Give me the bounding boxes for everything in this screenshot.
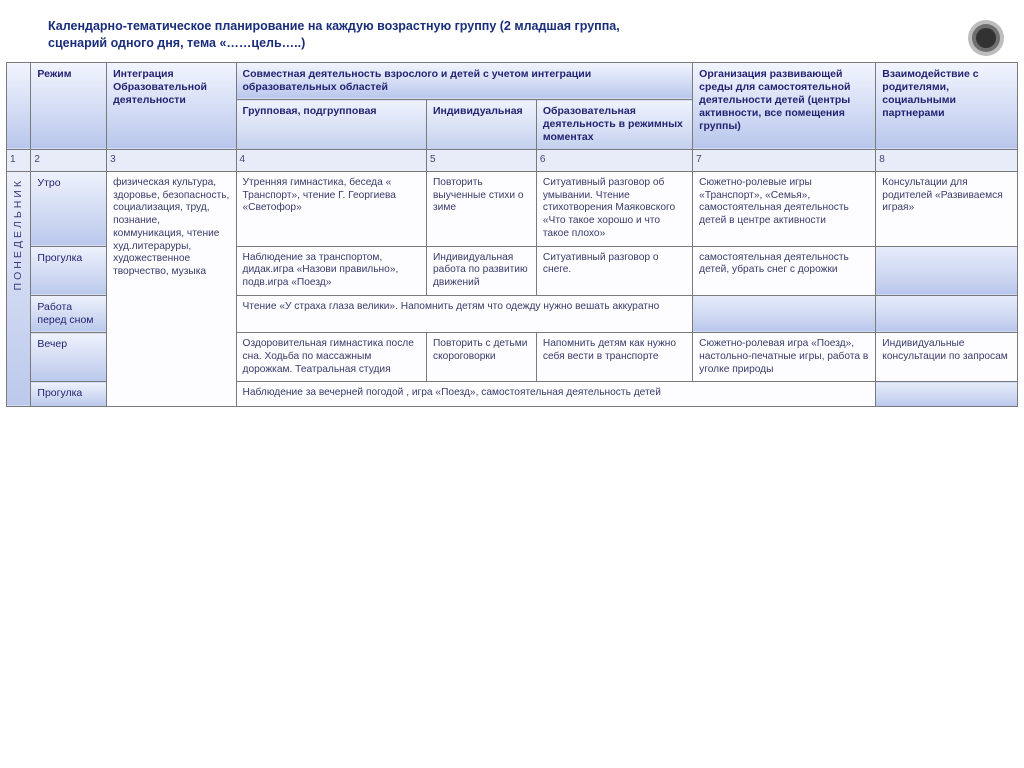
colnum-2: 2 <box>31 150 107 172</box>
colnum-3: 3 <box>107 150 236 172</box>
r4-group: Оздоровительная гимнастика после сна. Хо… <box>236 333 426 382</box>
r1-indiv: Повторить выученные стихи о зиме <box>426 171 536 246</box>
title-line-2: сценарий одного дня, тема «……цель…..) <box>48 35 1018 52</box>
r4-parents: Индивидуальные консультации по запросам <box>876 333 1018 382</box>
r2-indiv: Индивидуальная работа по развитию движен… <box>426 246 536 295</box>
r2-regmom: Ситуативный разговор о снеге. <box>536 246 692 295</box>
hdr-group: Групповая, подгрупповая <box>236 100 426 150</box>
r1-regmom: Ситуативный разговор об умывании. Чтение… <box>536 171 692 246</box>
slide-bullet-icon <box>976 28 996 48</box>
r4-indiv: Повторить с детьми скороговорки <box>426 333 536 382</box>
title-line-1: Календарно-тематическое планирование на … <box>48 18 1018 35</box>
r1-env: Сюжетно-ролевые игры «Транспорт», «Семья… <box>693 171 876 246</box>
hdr-regime: Режим <box>31 62 107 150</box>
page-title-block: Календарно-тематическое планирование на … <box>6 18 1018 52</box>
colnum-5: 5 <box>426 150 536 172</box>
hdr-blank <box>7 62 31 150</box>
r2-parents-empty <box>876 246 1018 295</box>
hdr-joint-activity: Совместная деятельность взрослого и дете… <box>236 62 693 99</box>
r3-env-empty <box>693 295 876 332</box>
r4-regmom: Напомнить детям как нужно себя вести в т… <box>536 333 692 382</box>
r1-group: Утренняя гимнастика, беседа « Транспорт»… <box>236 171 426 246</box>
regime-evening: Вечер <box>31 333 107 382</box>
r3-merged: Чтение «У страха глаза велики». Напомнит… <box>236 295 693 332</box>
hdr-environment: Организация развивающей среды для самост… <box>693 62 876 150</box>
colnum-7: 7 <box>693 150 876 172</box>
regime-morning: Утро <box>31 171 107 246</box>
r3-parents-empty <box>876 295 1018 332</box>
day-label: ПОНЕДЕЛЬНИК <box>12 178 25 290</box>
planning-table: Режим Интеграция Образовательной деятель… <box>6 62 1018 407</box>
r2-env: самостоятельная деятельность детей, убра… <box>693 246 876 295</box>
regime-before-sleep: Работа перед сном <box>31 295 107 332</box>
colnum-6: 6 <box>536 150 692 172</box>
r5-merged: Наблюдение за вечерней погодой , игра «П… <box>236 382 876 406</box>
day-cell: ПОНЕДЕЛЬНИК <box>7 171 31 406</box>
regime-walk1: Прогулка <box>31 246 107 295</box>
r2-group: Наблюдение за транспортом, дидак.игра «Н… <box>236 246 426 295</box>
colnum-4: 4 <box>236 150 426 172</box>
r1-parents: Консультации для родителей «Развиваемся … <box>876 171 1018 246</box>
r5-parents-empty <box>876 382 1018 406</box>
hdr-parents: Взаимодействие с родителями, социальными… <box>876 62 1018 150</box>
integration-cell: физическая культура, здоровье, безопасно… <box>107 171 236 406</box>
hdr-individual: Индивидуальная <box>426 100 536 150</box>
hdr-regime-moments: Образовательная деятельность в режимных … <box>536 100 692 150</box>
hdr-integration: Интеграция Образовательной деятельности <box>107 62 236 150</box>
r4-env: Сюжетно-ролевая игра «Поезд», настольно-… <box>693 333 876 382</box>
colnum-8: 8 <box>876 150 1018 172</box>
regime-walk2: Прогулка <box>31 382 107 406</box>
colnum-1: 1 <box>7 150 31 172</box>
